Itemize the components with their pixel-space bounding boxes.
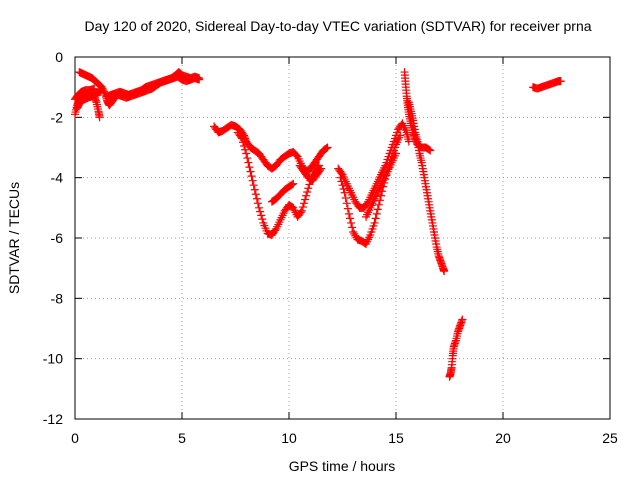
data-point <box>556 77 565 86</box>
data-point <box>301 195 310 204</box>
data-point <box>195 74 204 83</box>
y-tick-label: -10 <box>43 351 63 367</box>
data-point <box>339 184 348 193</box>
data-point <box>244 158 253 167</box>
y-tick-label: -8 <box>51 290 64 306</box>
data-point <box>371 214 380 223</box>
data-point <box>347 218 356 227</box>
data-point <box>245 163 254 172</box>
data-point <box>288 180 297 189</box>
x-tick-label: 0 <box>71 430 79 446</box>
y-tick-label: -12 <box>43 411 63 427</box>
data-point <box>240 141 249 150</box>
x-axis-label: GPS time / hours <box>289 458 396 474</box>
data-point <box>343 204 352 213</box>
x-tick-label: 5 <box>178 430 186 446</box>
y-tick-label: -6 <box>51 230 64 246</box>
data-point <box>248 176 257 185</box>
data-point <box>257 211 266 220</box>
data-point <box>374 200 383 209</box>
data-point <box>338 181 347 190</box>
data-point <box>440 267 449 276</box>
y-tick-label: -4 <box>51 170 64 186</box>
data-point <box>303 187 312 196</box>
data-point <box>298 203 307 212</box>
data-point <box>345 214 354 223</box>
data-point <box>375 196 384 205</box>
data-point <box>299 199 308 208</box>
data-point <box>341 194 350 203</box>
x-tick-label: 15 <box>388 430 404 446</box>
data-point <box>253 199 262 208</box>
data-point <box>258 215 267 224</box>
data-point <box>255 203 264 212</box>
data-point <box>337 177 346 186</box>
data-point <box>246 167 255 176</box>
data-point <box>242 149 251 158</box>
data-point <box>100 87 109 96</box>
data-point <box>95 113 104 122</box>
x-tick-labels: 0 5 10 15 20 25 <box>71 430 618 446</box>
y-tick-label: -2 <box>51 109 64 125</box>
grid-lines <box>75 57 610 419</box>
data-point <box>251 190 260 199</box>
x-tick-label: 20 <box>495 430 511 446</box>
data-point <box>237 134 246 143</box>
x-tick-label: 25 <box>602 430 618 446</box>
data-point <box>425 145 434 154</box>
data-point <box>252 194 261 203</box>
data-point <box>250 185 259 194</box>
data-point <box>296 208 305 217</box>
data-point <box>317 164 326 173</box>
data-point <box>322 144 331 153</box>
data-point <box>302 191 311 200</box>
data-point <box>392 149 400 158</box>
data-point <box>426 146 435 155</box>
data-point <box>256 207 265 216</box>
data-point <box>458 315 467 324</box>
data-point <box>348 223 357 232</box>
data-point <box>344 209 353 218</box>
data-points <box>71 68 565 381</box>
data-point <box>396 131 405 140</box>
data-point <box>236 132 245 141</box>
y-tick-label: 0 <box>55 49 63 65</box>
y-axis-label: SDTVAR / TECUs <box>6 182 22 294</box>
data-point <box>340 188 349 197</box>
data-point <box>373 205 382 214</box>
data-point <box>404 137 413 146</box>
y-tick-labels: 0 -2 -4 -6 -8 -10 -12 <box>43 49 63 427</box>
data-point <box>372 209 381 218</box>
data-point <box>336 173 345 182</box>
data-point <box>297 206 306 215</box>
axis-ticks <box>74 56 611 420</box>
data-point <box>316 166 325 175</box>
data-point <box>247 172 256 181</box>
data-point <box>243 154 252 163</box>
data-point <box>323 143 332 152</box>
data-point <box>289 179 298 188</box>
x-tick-label: 10 <box>281 430 297 446</box>
data-point <box>241 145 250 154</box>
chart-title: Day 120 of 2020, Sidereal Day-to-day VTE… <box>84 18 591 34</box>
data-point <box>249 181 258 190</box>
data-point <box>342 199 351 208</box>
data-point <box>304 184 313 193</box>
data-point <box>238 138 247 147</box>
data-point <box>370 218 379 227</box>
